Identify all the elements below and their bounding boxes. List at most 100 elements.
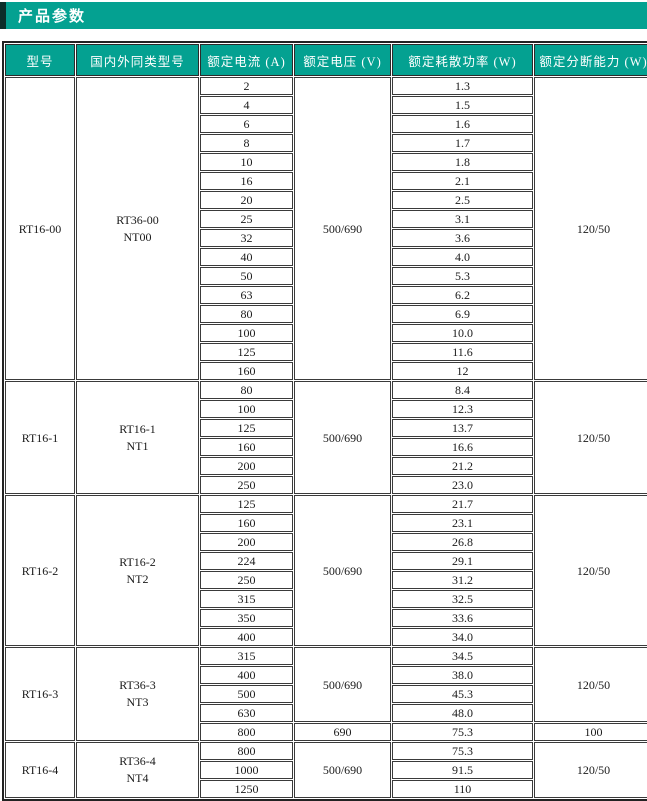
model-cell: RT16-4 <box>5 742 75 798</box>
table-row: 4 1.5 <box>5 96 647 114</box>
equivalent-model-line: NT2 <box>126 571 149 586</box>
power-dissipation-cell: 5.3 <box>392 267 533 285</box>
rated-current-cell: 16 <box>200 172 293 190</box>
page-title-bar: 产品参数 <box>0 2 647 29</box>
power-dissipation-cell: 4.0 <box>392 248 533 266</box>
model-cell: RT16-00 <box>5 77 75 380</box>
equivalent-model-line: NT4 <box>126 771 149 785</box>
rated-current-cell: 100 <box>200 324 293 342</box>
table-row: RT16-3 RT36-3 NT3 315 500/690 34.5 120/50 <box>5 647 647 741</box>
rated-current-cell: 6 <box>200 115 293 133</box>
rated-current-cell: 315 <box>200 590 293 608</box>
rated-current-cell: 125 <box>200 495 293 513</box>
table-row: 6 1.6 <box>5 115 647 133</box>
rated-current-cell: 160 <box>200 514 293 532</box>
rated-current-cell: 400 <box>200 666 293 684</box>
model-cell: RT16-2 <box>5 495 75 646</box>
equivalent-model-line: RT16-1 <box>119 421 156 436</box>
table-row: 50 5.3 <box>5 267 647 285</box>
power-dissipation-cell: 11.6 <box>392 343 533 361</box>
table-row: 160 23.1 <box>5 514 647 532</box>
table-body: RT16-00 RT36-00 NT00 2 500/690 1.3 120/50 4 1.5 6… <box>5 77 647 798</box>
table-row: 125 11.6 <box>5 343 647 361</box>
rated-current-cell: 80 <box>200 305 293 323</box>
power-dissipation-cell: 1.5 <box>392 96 533 114</box>
power-dissipation-cell: 2.1 <box>392 172 533 190</box>
power-dissipation-cell: 16.6 <box>392 438 533 456</box>
rated-current-cell: 224 <box>200 552 293 570</box>
rated-current-cell: 1250 <box>200 780 293 798</box>
power-dissipation-cell: 29.1 <box>392 552 533 570</box>
rated-current-cell: 25 <box>200 210 293 228</box>
power-dissipation-cell: 1.7 <box>392 134 533 152</box>
power-dissipation-cell: 33.6 <box>392 609 533 627</box>
col-header-rated-breaking-capacity: 额定分断能力 (W) <box>534 44 647 76</box>
table-row: 350 33.6 <box>5 609 647 627</box>
rated-current-cell: 32 <box>200 229 293 247</box>
power-dissipation-cell: 6.2 <box>392 286 533 304</box>
power-dissipation-cell: 8.4 <box>392 381 533 399</box>
col-header-rated-current: 额定电流 (A) <box>200 44 293 76</box>
table-row: RT16-2 RT16-2 NT2 125 500/690 21.7 120/50 <box>5 495 647 646</box>
rated-voltage-cell: 500/690 <box>294 647 391 722</box>
table-row: 32 3.6 <box>5 229 647 247</box>
equivalent-model-cell: RT16-2 NT2 <box>76 495 199 646</box>
rated-current-cell: 80 <box>200 381 293 399</box>
table-row: 100 10.0 <box>5 324 647 342</box>
col-header-equivalent-model: 国内外同类型号 <box>76 44 199 76</box>
equivalent-model-cell: RT16-1 NT1 <box>76 381 199 494</box>
rated-current-cell: 630 <box>200 704 293 722</box>
equivalent-model-line: RT36-00 <box>116 212 159 227</box>
table-row: 250 23.0 <box>5 476 647 494</box>
table-row: 224 29.1 <box>5 552 647 570</box>
col-header-rated-voltage: 额定电压 (V) <box>294 44 391 76</box>
table-row: 315 32.5 <box>5 590 647 608</box>
breaking-capacity-cell: 120/50 <box>534 77 647 380</box>
table-row: 200 21.2 <box>5 457 647 475</box>
power-dissipation-cell: 23.1 <box>392 514 533 532</box>
rated-current-cell: 4 <box>200 96 293 114</box>
table-row: 8 1.7 <box>5 134 647 152</box>
equivalent-model-line: RT36-4 <box>119 754 156 768</box>
power-dissipation-cell: 1.3 <box>392 77 533 95</box>
table-row: 63 6.2 <box>5 286 647 304</box>
rated-voltage-cell: 500/690 <box>294 742 391 798</box>
table-row: 500 45.3 <box>5 685 647 703</box>
rated-current-cell: 400 <box>200 628 293 646</box>
table-row: 10 1.8 <box>5 153 647 171</box>
rated-current-cell: 315 <box>200 647 293 665</box>
power-dissipation-cell: 38.0 <box>392 666 533 684</box>
table-row: 630 48.0 <box>5 704 647 722</box>
col-header-model: 型号 <box>5 44 75 76</box>
rated-voltage-cell: 500/690 <box>294 381 391 494</box>
power-dissipation-cell: 110 <box>392 780 533 798</box>
equivalent-model-cell: RT36-00 NT00 <box>76 77 199 380</box>
table-row: 125 13.7 <box>5 419 647 437</box>
table-row: 160 12 <box>5 362 647 380</box>
table-row: 16 2.1 <box>5 172 647 190</box>
rated-current-cell: 100 <box>200 400 293 418</box>
table-row: 250 31.2 <box>5 571 647 589</box>
rated-voltage-cell: 500/690 <box>294 77 391 380</box>
breaking-capacity-cell: 120/50 <box>534 647 647 722</box>
rated-current-cell: 800 <box>200 723 293 741</box>
table-row: 400 38.0 <box>5 666 647 684</box>
table-row: RT16-1 RT16-1 NT1 80 500/690 8.4 120/50 <box>5 381 647 494</box>
equivalent-model-line: NT3 <box>126 695 149 709</box>
rated-current-cell: 160 <box>200 438 293 456</box>
rated-current-cell: 20 <box>200 191 293 209</box>
power-dissipation-cell: 21.7 <box>392 495 533 513</box>
rated-voltage-cell: 690 <box>294 723 391 741</box>
rated-current-cell: 50 <box>200 267 293 285</box>
power-dissipation-cell: 3.6 <box>392 229 533 247</box>
table-row: RT16-00 RT36-00 NT00 2 500/690 1.3 120/50 <box>5 77 647 380</box>
equivalent-model-cell: RT36-3 NT3 <box>76 647 199 741</box>
page-title: 产品参数 <box>18 8 87 25</box>
equivalent-model-line: RT36-3 <box>119 678 156 692</box>
col-header-rated-power-dissipation: 额定耗散功率 (W) <box>392 44 533 76</box>
equivalent-model-line: NT1 <box>126 438 149 453</box>
model-cell: RT16-1 <box>5 381 75 494</box>
table-row: 25 3.1 <box>5 210 647 228</box>
model-cell: RT16-3 <box>5 647 75 741</box>
